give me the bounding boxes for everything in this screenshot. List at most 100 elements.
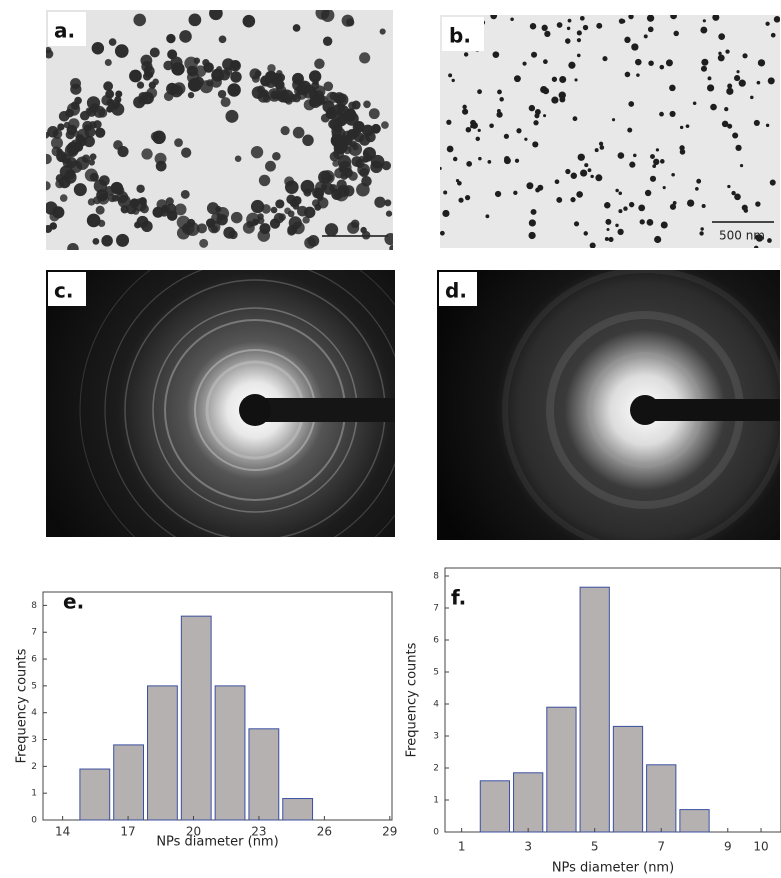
particle xyxy=(471,122,478,129)
particle xyxy=(152,130,166,145)
particle xyxy=(627,127,633,133)
y-tick-label: 2 xyxy=(31,762,37,772)
particle xyxy=(364,154,373,162)
label-box xyxy=(442,17,484,51)
particle xyxy=(727,83,733,89)
particle xyxy=(606,227,610,231)
particle xyxy=(136,81,145,89)
particle xyxy=(329,118,343,131)
particle xyxy=(551,96,559,104)
particle xyxy=(636,73,640,77)
particle xyxy=(638,204,646,212)
particle xyxy=(209,10,223,21)
particle xyxy=(734,75,741,82)
particle xyxy=(46,153,52,165)
particle xyxy=(187,91,195,99)
particle xyxy=(568,61,576,69)
particle xyxy=(742,53,748,59)
particle xyxy=(103,81,114,92)
particle xyxy=(721,120,729,128)
particle xyxy=(275,199,285,209)
particle xyxy=(65,108,75,118)
particle xyxy=(580,169,588,177)
particle xyxy=(544,30,551,38)
particle xyxy=(701,58,709,66)
particle xyxy=(350,219,360,229)
x-tick-label: 1 xyxy=(458,840,466,854)
particle xyxy=(679,149,686,155)
particle xyxy=(725,49,730,54)
x-axis-label: NPs diameter (nm) xyxy=(552,861,674,876)
particle xyxy=(136,184,145,193)
particle xyxy=(615,223,619,228)
particle xyxy=(57,123,65,131)
particle xyxy=(206,202,220,215)
particle xyxy=(577,153,585,161)
particle xyxy=(462,104,467,110)
particle xyxy=(146,87,158,99)
particle xyxy=(88,159,96,166)
particle xyxy=(556,22,563,28)
particle xyxy=(292,126,305,139)
y-axis-label: Frequency counts xyxy=(15,648,30,763)
particle xyxy=(336,179,347,190)
particle xyxy=(724,107,729,112)
particle xyxy=(269,218,281,229)
particle xyxy=(673,30,679,37)
particle xyxy=(665,59,673,67)
particle xyxy=(686,199,695,207)
particle xyxy=(73,141,84,152)
particle xyxy=(270,206,278,214)
label-box xyxy=(48,272,86,306)
scale-bar-label: 500 nm xyxy=(719,229,765,243)
particle xyxy=(287,227,296,236)
particle xyxy=(573,221,580,227)
particle xyxy=(700,65,708,72)
particle xyxy=(246,220,254,228)
particle xyxy=(466,161,473,167)
particle xyxy=(385,210,393,217)
particle xyxy=(701,203,706,209)
particle xyxy=(363,100,371,109)
bar xyxy=(546,706,577,833)
particle xyxy=(354,132,365,143)
particle xyxy=(599,145,605,150)
particle xyxy=(732,132,739,139)
particle xyxy=(528,219,536,227)
diffraction-d xyxy=(437,270,780,540)
particle xyxy=(565,168,571,175)
particle xyxy=(129,69,142,83)
particle xyxy=(371,123,381,134)
particle xyxy=(114,44,129,58)
particle xyxy=(111,99,121,109)
particle xyxy=(629,161,636,168)
bar xyxy=(579,586,610,833)
y-tick-label: 3 xyxy=(31,735,37,745)
particle xyxy=(251,74,260,83)
particle xyxy=(174,203,187,216)
particle xyxy=(551,76,558,82)
particle xyxy=(278,213,286,221)
particle xyxy=(644,189,652,197)
particle xyxy=(756,80,761,85)
particle xyxy=(623,206,628,211)
particle xyxy=(679,145,685,151)
particle xyxy=(695,187,699,191)
x-tick-label: 29 xyxy=(382,825,397,839)
particle xyxy=(370,160,383,174)
particle xyxy=(712,15,720,21)
particle xyxy=(499,97,504,102)
particle xyxy=(556,197,563,203)
particle xyxy=(346,18,355,27)
particle xyxy=(717,54,725,62)
bar xyxy=(646,764,677,833)
particle xyxy=(210,225,219,233)
particle xyxy=(140,204,149,214)
x-tick-label: 26 xyxy=(317,825,332,839)
particle xyxy=(46,49,54,59)
particle xyxy=(524,137,528,141)
particle xyxy=(608,236,614,243)
particle xyxy=(565,38,571,44)
particle xyxy=(138,197,147,206)
particle xyxy=(132,207,140,215)
